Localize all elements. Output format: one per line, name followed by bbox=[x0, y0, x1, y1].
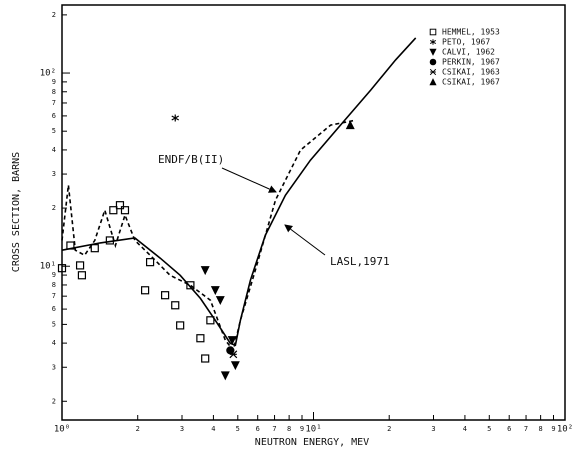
legend-label: CALVI, 1962 bbox=[442, 48, 495, 57]
x-tick-label: 2 bbox=[136, 425, 140, 433]
x-tick-label: 4 bbox=[463, 425, 467, 433]
data-point bbox=[75, 261, 85, 270]
y-tick-label: 8 bbox=[52, 88, 56, 96]
x-tick-label: 5 bbox=[487, 425, 491, 433]
y-tick-label: 2 bbox=[52, 11, 56, 19]
legend-label: PERKIN, 1967 bbox=[442, 58, 500, 67]
y-tick-label: 9 bbox=[52, 271, 56, 279]
y-tick-label: 7 bbox=[52, 292, 56, 300]
series-label: ENDF/B(II) bbox=[158, 153, 224, 166]
x-tick-label: 5 bbox=[236, 425, 240, 433]
y-tick-label: 7 bbox=[52, 99, 56, 107]
y-tick-label: 6 bbox=[52, 112, 56, 120]
y-axis-label: CROSS SECTION, BARNS bbox=[11, 152, 22, 272]
x-tick-label: 3 bbox=[180, 425, 184, 433]
legend-label: PETO, 1967 bbox=[442, 38, 490, 47]
x-tick-label: 9 bbox=[551, 425, 555, 433]
y-tick-label: 8 bbox=[52, 281, 56, 289]
x-tick-label: 3 bbox=[431, 425, 435, 433]
legend-marker bbox=[429, 48, 437, 56]
x-tick-label: 7 bbox=[524, 425, 528, 433]
legend-label: CSIKAI, 1963 bbox=[442, 68, 500, 77]
x-tick-label: 6 bbox=[507, 425, 511, 433]
data-point bbox=[57, 264, 67, 273]
legend-marker bbox=[429, 39, 437, 45]
x-tick-label: 8 bbox=[539, 425, 543, 433]
x-tick-label: 10² bbox=[557, 425, 573, 435]
x-tick-label: 4 bbox=[211, 425, 215, 433]
pointer-arrow bbox=[284, 224, 326, 256]
y-tick-label: 10¹ bbox=[40, 262, 56, 272]
data-point bbox=[171, 114, 180, 122]
data-point bbox=[115, 201, 125, 210]
data-point bbox=[109, 206, 118, 215]
data-point bbox=[140, 286, 150, 295]
legend-label: CSIKAI, 1967 bbox=[442, 78, 500, 87]
y-tick-label: 5 bbox=[52, 127, 56, 135]
x-axis-label: NEUTRON ENERGY, MEV bbox=[255, 437, 369, 448]
data-point bbox=[90, 244, 99, 253]
x-tick-label: 7 bbox=[272, 425, 276, 433]
data-point bbox=[176, 321, 185, 330]
x-tick-label: 8 bbox=[287, 425, 291, 433]
legend-marker bbox=[429, 78, 437, 86]
y-tick-label: 10² bbox=[40, 69, 56, 79]
series-line bbox=[61, 37, 417, 347]
data-point bbox=[227, 336, 237, 346]
series-line bbox=[61, 119, 356, 353]
legend-label: HEMMEL, 1953 bbox=[442, 28, 500, 37]
x-tick-label: 10¹ bbox=[305, 425, 321, 435]
data-point bbox=[220, 371, 230, 381]
y-tick-label: 6 bbox=[52, 305, 56, 313]
series-label: LASL,1971 bbox=[330, 255, 390, 268]
data-point bbox=[160, 291, 170, 300]
y-tick-label: 9 bbox=[52, 78, 56, 86]
legend-marker bbox=[429, 58, 437, 66]
y-tick-label: 3 bbox=[52, 170, 56, 178]
legend-marker bbox=[429, 68, 437, 76]
y-tick-label: 4 bbox=[52, 339, 56, 347]
data-point bbox=[171, 301, 180, 310]
data-point bbox=[201, 354, 210, 363]
pointer-arrow bbox=[221, 167, 277, 193]
data-point bbox=[215, 296, 225, 306]
y-tick-label: 4 bbox=[52, 146, 56, 154]
y-tick-label: 2 bbox=[52, 397, 56, 405]
y-tick-label: 3 bbox=[52, 363, 56, 371]
data-point bbox=[120, 206, 130, 215]
x-tick-label: 2 bbox=[387, 425, 391, 433]
x-tick-label: 10⁰ bbox=[54, 425, 70, 435]
data-point bbox=[145, 258, 155, 267]
data-point bbox=[210, 286, 220, 296]
y-tick-label: 2 bbox=[52, 204, 56, 212]
x-tick-label: 9 bbox=[300, 425, 304, 433]
legend-marker bbox=[429, 28, 437, 36]
data-point bbox=[206, 316, 215, 325]
data-point bbox=[200, 266, 210, 276]
data-point bbox=[77, 271, 87, 280]
x-tick-label: 6 bbox=[256, 425, 260, 433]
y-tick-label: 5 bbox=[52, 320, 56, 328]
data-point bbox=[229, 350, 238, 359]
data-point bbox=[230, 361, 240, 371]
data-point bbox=[196, 334, 205, 343]
data-point bbox=[186, 281, 195, 290]
data-point bbox=[345, 120, 355, 130]
